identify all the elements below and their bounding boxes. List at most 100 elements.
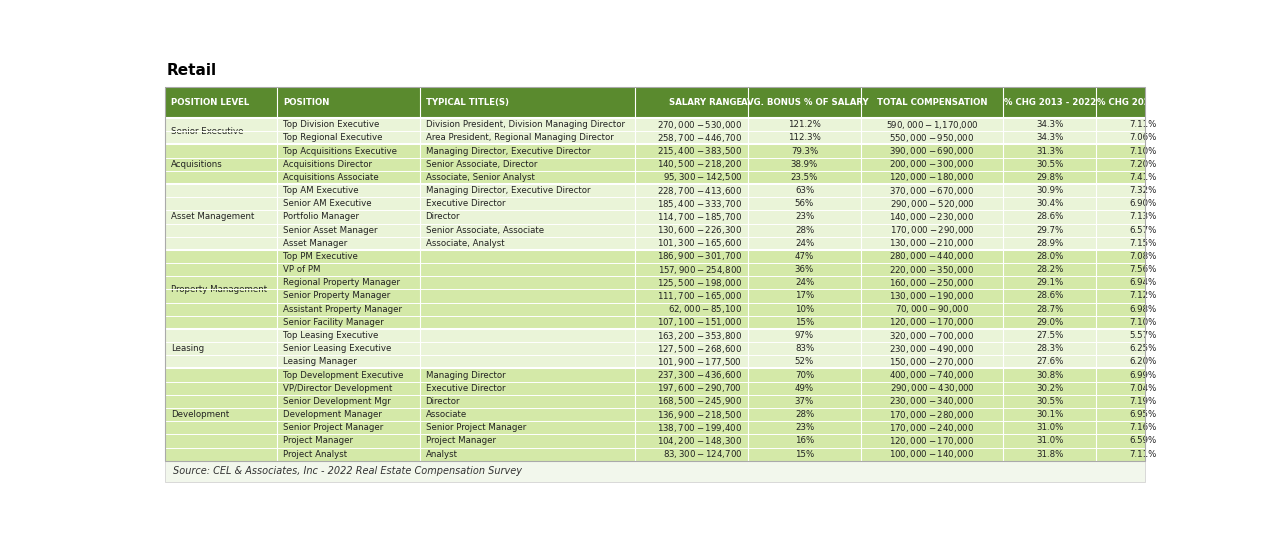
Text: Senior Development Mgr: Senior Development Mgr [284, 397, 391, 406]
Text: 7.15%: 7.15% [1128, 239, 1157, 248]
Text: $120,000 - $170,000: $120,000 - $170,000 [889, 435, 975, 447]
Text: Senior Leasing Executive: Senior Leasing Executive [284, 344, 392, 353]
Text: 29.8%: 29.8% [1036, 173, 1063, 182]
Text: Top AM Executive: Top AM Executive [284, 186, 359, 195]
Text: SALARY RANGE: SALARY RANGE [668, 98, 743, 107]
FancyBboxPatch shape [165, 223, 1145, 236]
Text: 30.8%: 30.8% [1036, 371, 1063, 379]
Text: $168,500 - $245,900: $168,500 - $245,900 [657, 395, 743, 407]
FancyBboxPatch shape [165, 355, 1145, 369]
FancyBboxPatch shape [165, 289, 1145, 302]
Text: 47%: 47% [795, 252, 814, 261]
Text: $186,900 - $301,700: $186,900 - $301,700 [657, 251, 743, 263]
Text: 7.11%: 7.11% [1128, 120, 1157, 129]
Text: VP of PM: VP of PM [284, 265, 321, 274]
Text: $100,000 - $140,000: $100,000 - $140,000 [889, 448, 975, 460]
Text: 29.7%: 29.7% [1036, 225, 1063, 235]
Text: $138,700 - $199,400: $138,700 - $199,400 [657, 422, 743, 434]
Text: 27.5%: 27.5% [1036, 331, 1063, 340]
Text: 6.57%: 6.57% [1128, 225, 1157, 235]
Text: 83%: 83% [795, 344, 814, 353]
Text: 31.0%: 31.0% [1036, 423, 1063, 432]
Text: $370,000 - $670,000: $370,000 - $670,000 [889, 185, 975, 197]
Text: 23%: 23% [795, 423, 814, 432]
Text: 7.08%: 7.08% [1128, 252, 1157, 261]
Text: 31.8%: 31.8% [1036, 449, 1063, 459]
Text: 52%: 52% [795, 358, 814, 366]
Text: Managing Director: Managing Director [426, 371, 505, 379]
Text: Senior Project Manager: Senior Project Manager [426, 423, 525, 432]
Text: 17%: 17% [795, 292, 814, 300]
Text: $136,900 - $218,500: $136,900 - $218,500 [657, 408, 743, 420]
FancyBboxPatch shape [165, 435, 1145, 448]
FancyBboxPatch shape [165, 236, 1145, 250]
Text: Associate: Associate [426, 410, 466, 419]
Text: 28.9%: 28.9% [1036, 239, 1063, 248]
Text: 30.5%: 30.5% [1036, 159, 1063, 169]
Text: $130,000 - $190,000: $130,000 - $190,000 [889, 290, 975, 302]
Text: 6.59%: 6.59% [1130, 436, 1157, 446]
FancyBboxPatch shape [165, 461, 1145, 482]
Text: 38.9%: 38.9% [791, 159, 818, 169]
Text: 7.11%: 7.11% [1128, 449, 1157, 459]
FancyBboxPatch shape [165, 171, 1145, 184]
Text: $114,700 - $185,700: $114,700 - $185,700 [657, 211, 743, 223]
FancyBboxPatch shape [165, 263, 1145, 276]
Text: AVG. BONUS % OF SALARY: AVG. BONUS % OF SALARY [741, 98, 868, 107]
Text: Top Leasing Executive: Top Leasing Executive [284, 331, 378, 340]
FancyBboxPatch shape [165, 369, 1145, 382]
Text: POSITION LEVEL: POSITION LEVEL [171, 98, 249, 107]
Text: 97%: 97% [795, 331, 814, 340]
Text: $220,000 - $350,000: $220,000 - $350,000 [889, 264, 975, 276]
Text: 28.6%: 28.6% [1036, 212, 1063, 222]
Text: 7.32%: 7.32% [1128, 186, 1157, 195]
Text: $101,900 - $177,500: $101,900 - $177,500 [657, 356, 743, 368]
Text: Senior Executive: Senior Executive [171, 127, 243, 136]
Text: Assistant Property Manager: Assistant Property Manager [284, 305, 403, 313]
Text: Top Division Executive: Top Division Executive [284, 120, 380, 129]
Text: Project Manager: Project Manager [284, 436, 354, 446]
Text: Senior Facility Manager: Senior Facility Manager [284, 318, 385, 327]
Text: 28.2%: 28.2% [1036, 265, 1063, 274]
Text: Associate, Analyst: Associate, Analyst [426, 239, 505, 248]
FancyBboxPatch shape [165, 302, 1145, 316]
Text: $140,000 - $230,000: $140,000 - $230,000 [889, 211, 975, 223]
Text: $70,000 - $90,000: $70,000 - $90,000 [895, 303, 969, 315]
Text: 34.3%: 34.3% [1036, 120, 1063, 129]
Text: $185,400 - $333,700: $185,400 - $333,700 [657, 198, 743, 210]
Text: $290,000 - $520,000: $290,000 - $520,000 [889, 198, 974, 210]
Text: 30.4%: 30.4% [1036, 199, 1063, 208]
Text: 6.20%: 6.20% [1128, 358, 1157, 366]
Text: $120,000 - $170,000: $120,000 - $170,000 [889, 316, 975, 328]
Text: Executive Director: Executive Director [426, 199, 505, 208]
Text: 31.0%: 31.0% [1036, 436, 1063, 446]
Text: POSITION: POSITION [284, 98, 330, 107]
Text: 7.04%: 7.04% [1128, 384, 1157, 393]
Text: 7.10%: 7.10% [1128, 146, 1157, 156]
Text: TOTAL COMPENSATION: TOTAL COMPENSATION [877, 98, 987, 107]
Text: 5.57%: 5.57% [1128, 331, 1157, 340]
Text: 28.6%: 28.6% [1036, 292, 1063, 300]
Text: Top PM Executive: Top PM Executive [284, 252, 358, 261]
Text: $127,500 - $268,600: $127,500 - $268,600 [657, 343, 743, 355]
Text: 31.3%: 31.3% [1036, 146, 1063, 156]
Text: $215,400 - $383,500: $215,400 - $383,500 [657, 145, 743, 157]
Text: 70%: 70% [795, 371, 814, 379]
Text: $101,300 - $165,600: $101,300 - $165,600 [657, 238, 743, 250]
Text: 30.5%: 30.5% [1036, 397, 1063, 406]
Text: Top Development Executive: Top Development Executive [284, 371, 404, 379]
Text: Top Regional Executive: Top Regional Executive [284, 133, 383, 143]
Text: $230,000 - $340,000: $230,000 - $340,000 [889, 395, 975, 407]
Text: $200,000 - $300,000: $200,000 - $300,000 [889, 158, 975, 170]
Text: $157,900 - $254,800: $157,900 - $254,800 [658, 264, 743, 276]
Text: $590,000 - $1,170,000: $590,000 - $1,170,000 [886, 118, 979, 130]
FancyBboxPatch shape [165, 118, 1145, 131]
Text: $95,300 - $142,500: $95,300 - $142,500 [662, 171, 743, 183]
Text: $107,100 - $151,000: $107,100 - $151,000 [657, 316, 743, 328]
Text: $83,300 - $124,700: $83,300 - $124,700 [662, 448, 743, 460]
Text: TYPICAL TITLE(S): TYPICAL TITLE(S) [426, 98, 509, 107]
Text: 7.56%: 7.56% [1128, 265, 1157, 274]
Text: Managing Director, Executive Director: Managing Director, Executive Director [426, 146, 590, 156]
Text: Leasing: Leasing [171, 344, 203, 353]
Text: 15%: 15% [795, 318, 814, 327]
